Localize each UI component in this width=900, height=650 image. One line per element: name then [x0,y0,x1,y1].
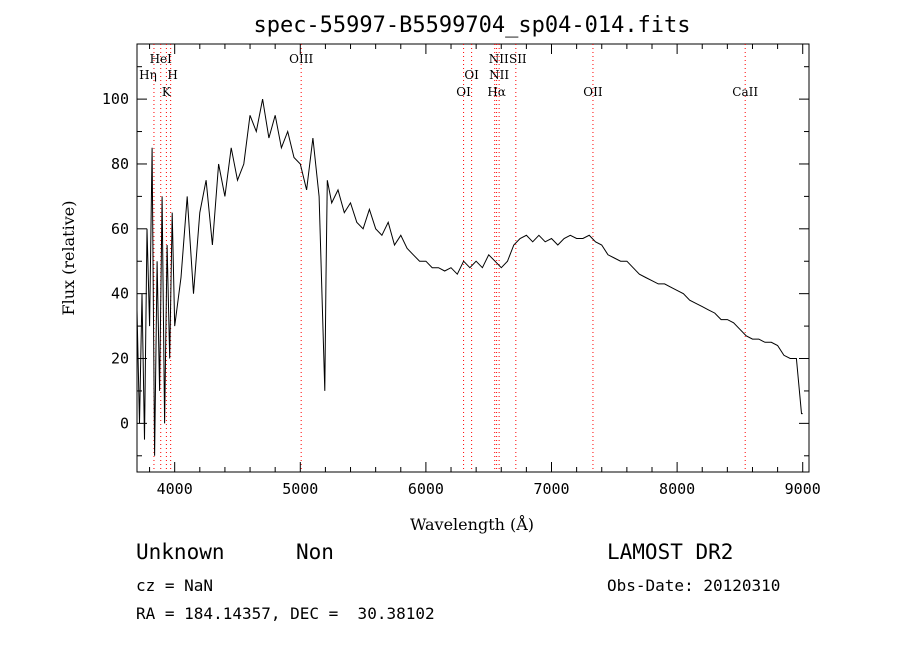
object-class: Unknown [136,540,225,564]
line-marker-label: OI [456,85,471,99]
line-marker-label: Hη [139,68,157,82]
object-subclass: Non [296,540,334,564]
line-marker-label: OIII [289,52,313,66]
observation-date: Obs-Date: 20120310 [607,576,781,595]
y-tick-label: 40 [111,285,129,303]
line-marker-label: Hα [487,85,506,99]
line-marker-label: CaII [732,85,758,99]
x-tick-label: 8000 [659,480,695,498]
line-marker-label: OI [464,68,479,82]
x-tick-label: 9000 [785,480,821,498]
line-marker-label: K [162,85,172,99]
axes: 4000 5000 6000 7000 8000 9000 0 20 40 60 80 100 [102,44,821,498]
y-tick-label: 0 [120,414,129,432]
y-tick-label: 100 [102,90,129,108]
line-marker-label: H [167,68,177,82]
line-marker-label: NII [489,68,509,82]
x-tick-label: 4000 [157,480,193,498]
survey-name: LAMOST DR2 [607,540,734,564]
y-tick-label: 20 [111,350,129,368]
chart-title: spec-55997-B5599704_sp04-014.fits [253,13,690,38]
x-axis-label: Wavelength (Å) [410,514,534,534]
y-tick-label: 80 [111,155,129,173]
line-marker-label: SII [509,52,527,66]
plot-frame [136,43,810,473]
y-axis-label: Flux (relative) [59,201,78,316]
x-tick-label: 7000 [533,480,569,498]
x-tick-label: 5000 [282,480,318,498]
y-tick-label: 60 [111,220,129,238]
spectrum-line [136,99,803,456]
redshift-cz: cz = NaN [136,576,214,595]
line-marker-label: NII [489,52,509,66]
x-tick-label: 6000 [408,480,444,498]
ra-dec-coordinates: RA = 184.14357, DEC = 30.38102 [136,604,435,623]
line-marker-label: OII [583,85,603,99]
line-marker-label: HeI [150,52,173,66]
